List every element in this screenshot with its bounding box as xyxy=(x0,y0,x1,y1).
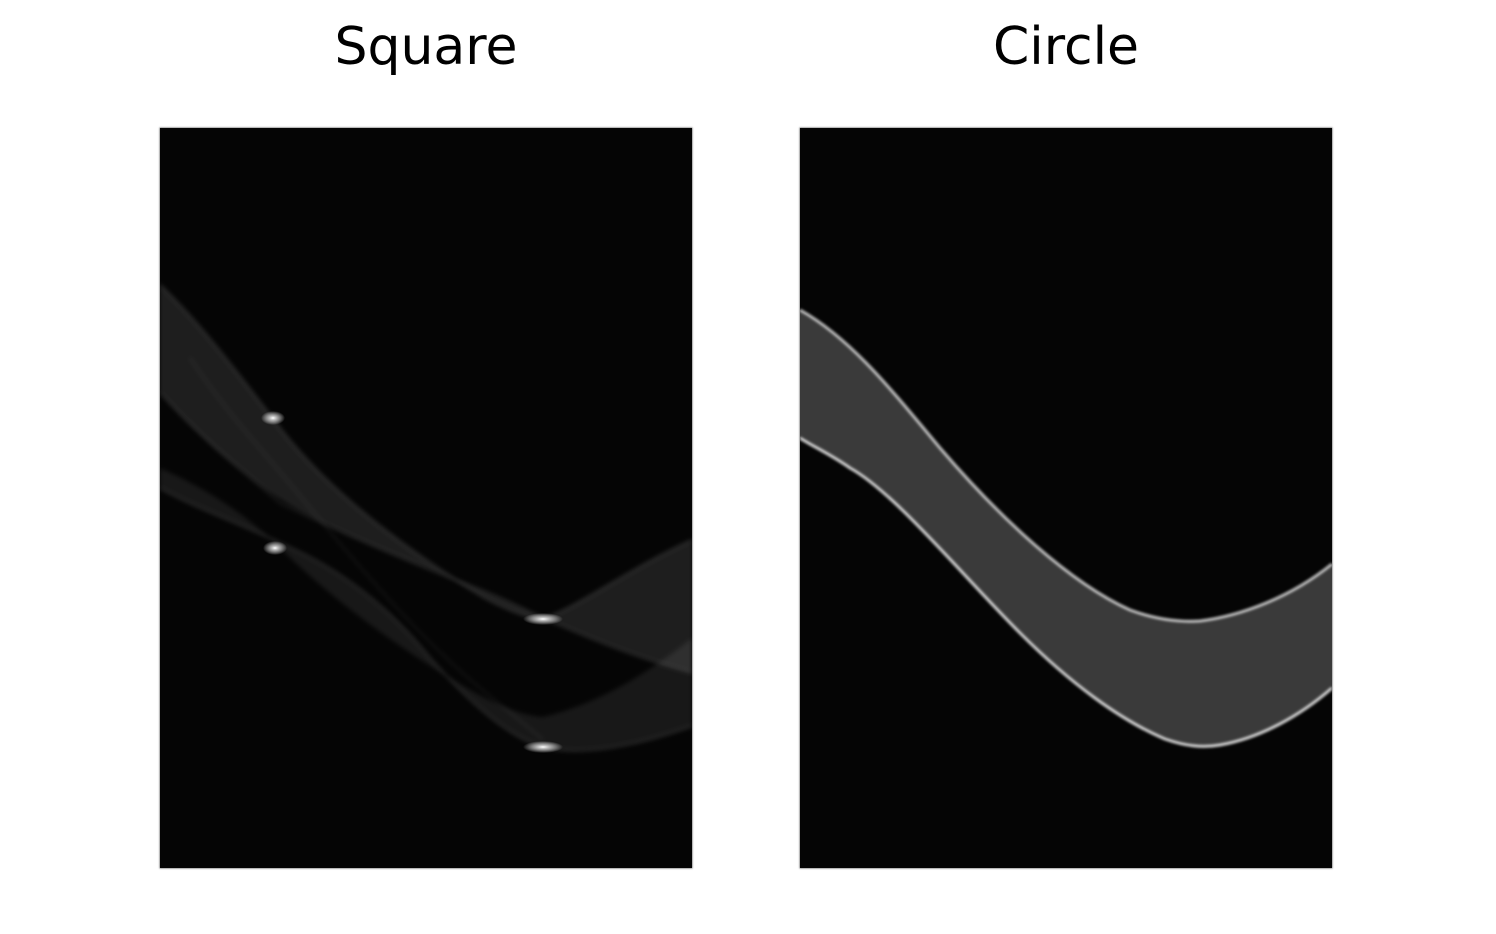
square-bright-point-2 xyxy=(263,541,287,555)
circle-band xyxy=(800,310,1332,747)
circle-band-upper-edge xyxy=(800,308,1332,623)
square-band-upper xyxy=(160,285,692,673)
circle-sinogram-image xyxy=(800,128,1332,868)
square-bright-point-4 xyxy=(523,741,563,753)
square-bright-point-1 xyxy=(261,411,285,425)
square-envelope-edge-4 xyxy=(189,357,544,741)
square-bright-point-3 xyxy=(523,613,563,625)
circle-panel-title: Circle xyxy=(992,17,1140,77)
square-sinogram-image xyxy=(160,128,692,868)
square-envelope-edge-3 xyxy=(160,487,692,752)
circle-band-lower-edge xyxy=(800,436,1332,748)
square-band-lower xyxy=(160,468,692,751)
square-envelope-edge-2 xyxy=(160,392,692,674)
square-panel-title: Square xyxy=(334,17,518,77)
square-envelope-edge-1 xyxy=(160,284,692,621)
